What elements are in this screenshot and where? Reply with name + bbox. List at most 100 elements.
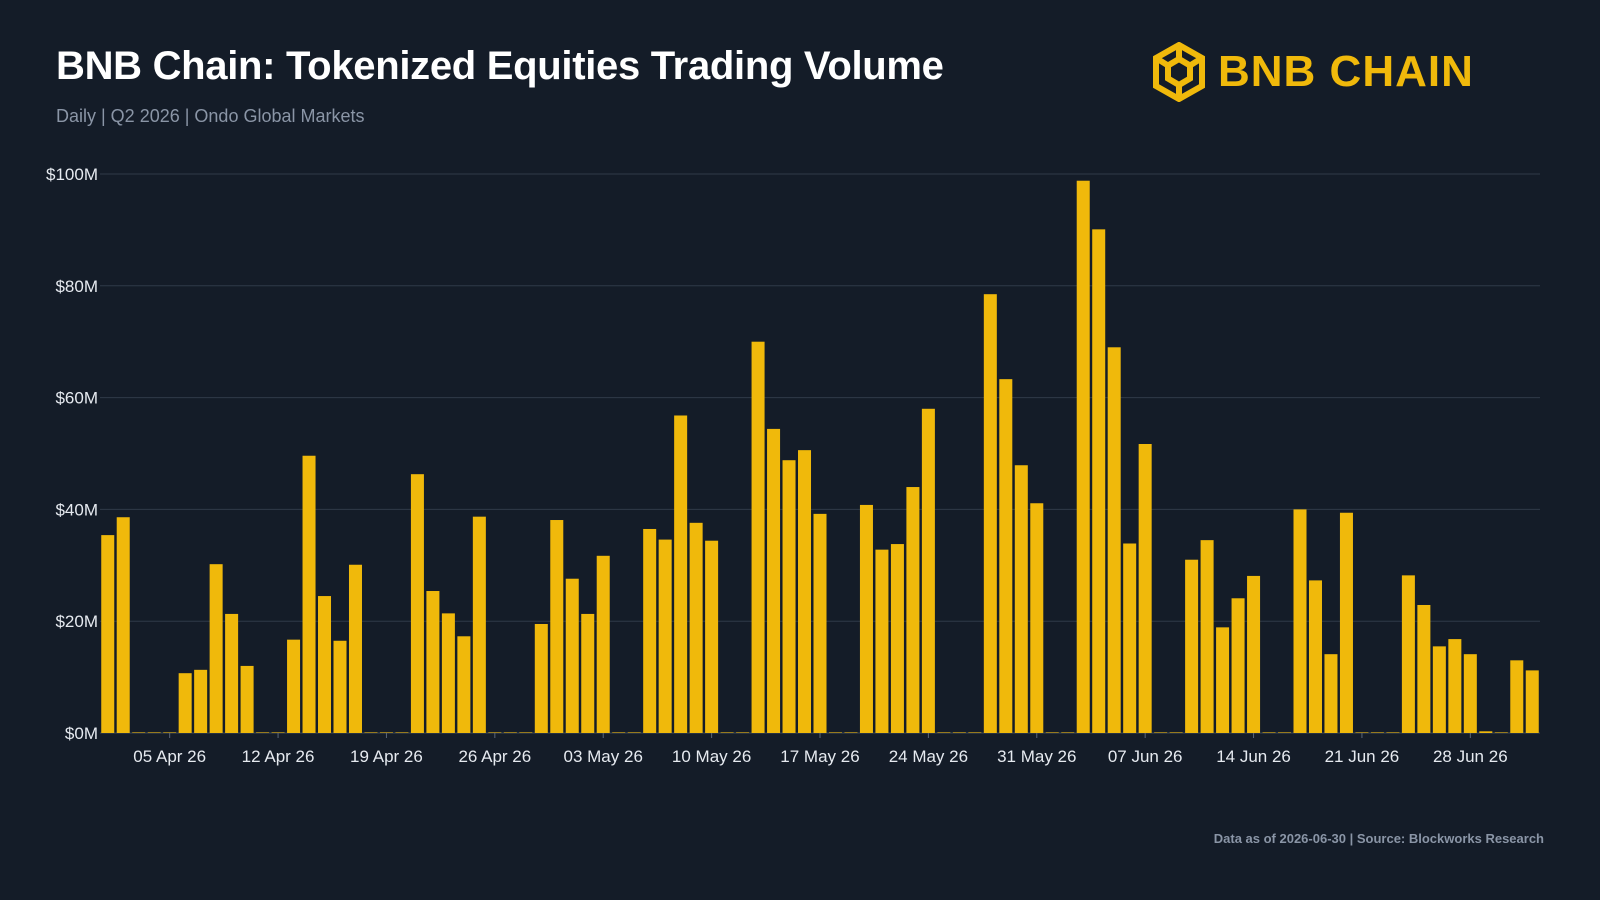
bar [1262,732,1276,733]
x-tick-label: 07 Jun 26 [1108,747,1183,766]
bar [1510,660,1524,733]
bar [952,732,966,733]
bar [519,732,533,733]
bar [472,516,486,733]
bar [240,665,254,733]
bar [488,732,502,733]
bar [302,455,316,733]
bar [1154,732,1168,733]
bar [379,732,393,733]
bar [767,428,781,733]
bar [736,732,750,733]
y-axis-ticks: $0M $20M $40M $60M $80M $100M [46,165,98,743]
bar [999,379,1013,733]
bar [596,555,610,733]
x-tick-label: 05 Apr 26 [133,747,206,766]
bar [1061,732,1075,733]
x-tick-label: 24 May 26 [889,747,968,766]
bar [828,732,842,733]
x-axis-ticks: 05 Apr 26 12 Apr 26 19 Apr 26 26 Apr 26 03 M… [133,733,1508,766]
bar [147,732,161,733]
bar [333,640,347,733]
bar [1479,731,1493,733]
bar [906,487,920,733]
bar [457,636,471,733]
bar [209,564,223,733]
bar [132,732,146,733]
x-tick-label: 31 May 26 [997,747,1076,766]
bar [627,732,641,733]
bar [612,732,626,733]
bar [983,294,997,733]
bar [1092,229,1106,733]
y-tick-label: $100M [46,165,98,184]
bar [318,596,332,733]
brand-logo: BNB CHAIN [1152,42,1474,102]
bar [720,732,734,733]
x-tick-label: 14 Jun 26 [1216,747,1291,766]
bar [503,732,517,733]
bar [287,639,301,733]
x-tick-label: 17 May 26 [780,747,859,766]
bar [1247,575,1261,733]
x-tick-label: 28 Jun 26 [1433,747,1508,766]
bars [101,180,1539,733]
bar [1107,347,1121,733]
bar [116,517,130,733]
bar [348,564,362,733]
bar [844,732,858,733]
brand-logo-text: BNB CHAIN [1218,47,1474,96]
bar [1076,180,1090,733]
bar [643,528,657,733]
x-tick-label: 03 May 26 [564,747,643,766]
bar [256,732,270,733]
y-tick-label: $20M [55,612,98,631]
bar [441,613,455,733]
bar [178,673,192,733]
source-footnote: Data as of 2026-06-30 | Source: Blockwor… [1213,831,1544,846]
bar [658,539,672,733]
bar [1324,654,1338,733]
bar [1216,627,1230,733]
bar [1339,512,1353,733]
bar [1494,732,1508,733]
bar [921,408,935,733]
y-tick-label: $0M [65,724,98,743]
bar [581,613,595,733]
x-tick-label: 10 May 26 [672,747,751,766]
bar [163,732,177,733]
bar [225,613,239,733]
bar [1463,654,1477,733]
bar [674,415,688,733]
bar [813,513,827,733]
bar [751,341,765,733]
bar [1417,604,1431,733]
bar [689,522,703,733]
bar [194,669,208,733]
x-tick-label: 19 Apr 26 [350,747,423,766]
bar [1200,540,1214,733]
bar [968,732,982,733]
bar [798,450,812,733]
bar-chart: $0M $20M $40M $60M $80M $100M 05 Apr 26 12 Apr… [46,165,1540,766]
bar [1355,732,1369,733]
page-title: BNB Chain: Tokenized Equities Trading Vo… [56,44,944,88]
bar [426,591,440,733]
bar [271,732,285,733]
bar [364,732,378,733]
x-tick-label: 21 Jun 26 [1325,747,1400,766]
bar [1278,732,1292,733]
bar [1123,543,1137,733]
bar [1401,575,1415,733]
bar [1231,598,1245,733]
bar [550,520,564,733]
page-subtitle: Daily | Q2 2026 | Ondo Global Markets [56,106,365,126]
bar [890,544,904,733]
bar [937,732,951,733]
bar [1308,580,1322,733]
x-tick-label: 12 Apr 26 [242,747,315,766]
bar [410,474,424,733]
bar [1293,509,1307,733]
y-tick-label: $40M [55,500,98,519]
